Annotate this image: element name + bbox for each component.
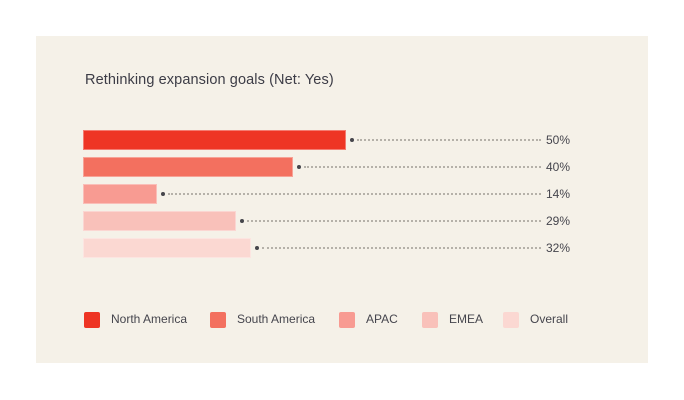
chart-title: Rethinking expansion goals (Net: Yes): [85, 72, 334, 88]
legend-item-north-america: North America: [84, 311, 187, 328]
leader-line: [262, 247, 541, 249]
leader-line: [304, 166, 541, 168]
legend-item-label: North America: [111, 312, 188, 326]
bar-south-america: [83, 157, 293, 177]
legend-item-label: APAC: [366, 312, 398, 326]
legend-swatch-south-america: [210, 311, 226, 328]
legend-item-overall: Overall: [503, 311, 568, 328]
marker-dot: [255, 246, 259, 250]
bar-overall: [83, 238, 251, 258]
value-label-overall: 32%: [546, 241, 571, 255]
value-label-south-america: 40%: [546, 160, 571, 174]
legend-item-emea: EMEA: [422, 311, 483, 328]
bar-row-emea: 29%: [83, 211, 608, 231]
legend-item-label: Overall: [530, 312, 569, 326]
legend-swatch-emea: [422, 311, 438, 328]
value-label-north-america: 50%: [546, 133, 571, 147]
legend-item-apac: APAC: [339, 311, 398, 328]
leader-line: [168, 193, 541, 195]
bar-row-south-america: 40%: [83, 157, 608, 177]
bar-plot: 50% 40% 14% 29% 32%: [83, 130, 608, 262]
bar-row-apac: 14%: [83, 184, 608, 204]
bar-row-north-america: 50%: [83, 130, 608, 150]
legend-swatch-north-america: [84, 311, 100, 328]
marker-dot: [297, 165, 301, 169]
legend-item-label: EMEA: [449, 312, 484, 326]
value-label-emea: 29%: [546, 214, 571, 228]
bar-row-overall: 32%: [83, 238, 608, 258]
leader-line: [247, 220, 541, 222]
legend-swatch-apac: [339, 311, 355, 328]
bar-north-america: [83, 130, 346, 150]
leader-line: [357, 139, 541, 141]
marker-dot: [161, 192, 165, 196]
marker-dot: [350, 138, 354, 142]
legend-item-label: South America: [237, 312, 316, 326]
bar-apac: [83, 184, 157, 204]
chart-card: Rethinking expansion goals (Net: Yes) 50…: [36, 36, 648, 363]
marker-dot: [240, 219, 244, 223]
bar-emea: [83, 211, 236, 231]
value-label-apac: 14%: [546, 187, 571, 201]
chart-legend: North America South America APAC EMEA Overal…: [84, 311, 629, 328]
legend-swatch-overall: [503, 311, 519, 328]
legend-item-south-america: South America: [210, 311, 315, 328]
